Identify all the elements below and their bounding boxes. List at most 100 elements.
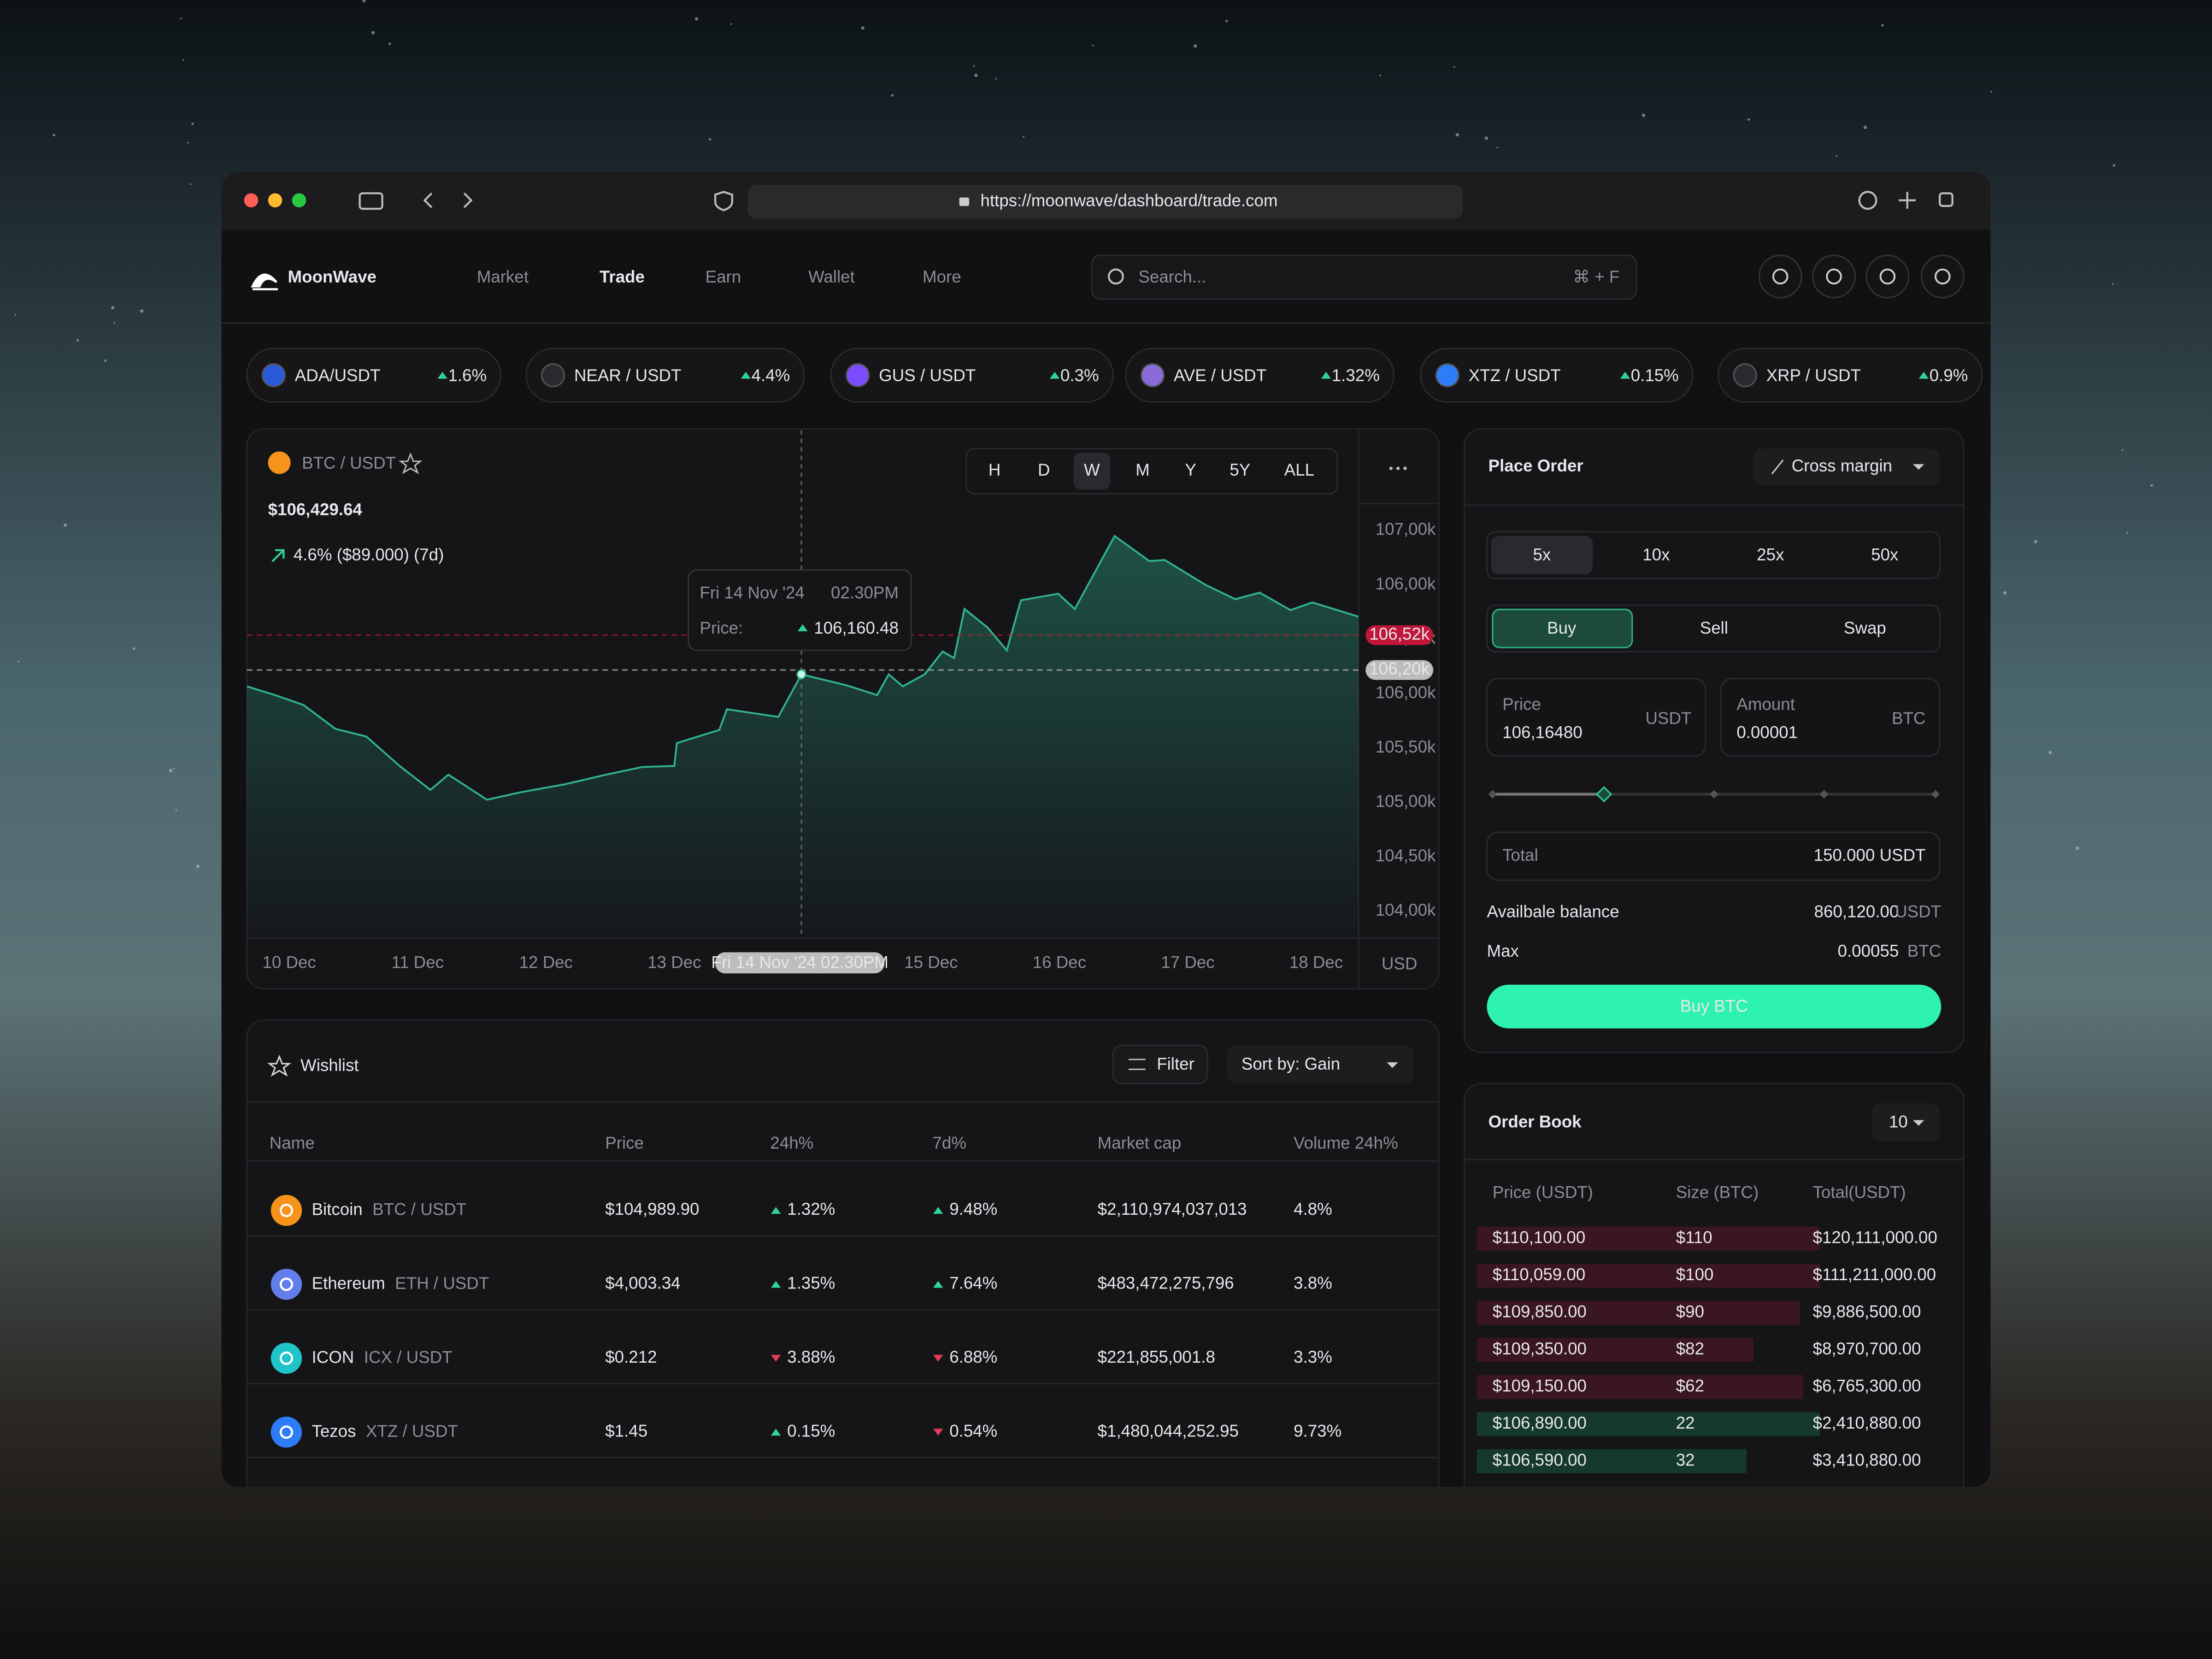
- range-button[interactable]: D: [1038, 460, 1050, 479]
- ticker-pair: GUS / USDT: [879, 366, 976, 385]
- menu-dot[interactable]: [1389, 466, 1393, 470]
- up-arrow: [1620, 371, 1630, 379]
- slider-thumb[interactable]: [1596, 786, 1612, 802]
- sort-dropdown[interactable]: [1227, 1045, 1414, 1084]
- pair: ETH / USDT: [395, 1274, 489, 1293]
- tabs-icon[interactable]: [1939, 192, 1953, 207]
- range-button[interactable]: H: [988, 460, 1001, 479]
- tooltip-price-label: Price:: [700, 618, 743, 637]
- leverage-button[interactable]: 25x: [1757, 545, 1784, 564]
- side-button[interactable]: Swap: [1844, 618, 1886, 637]
- y-axis-label: 106,00k: [1376, 574, 1436, 593]
- search-box[interactable]: [1091, 254, 1637, 300]
- up-arrow: [933, 1207, 943, 1214]
- ticker-pill[interactable]: [525, 347, 805, 403]
- slider-stop: [1710, 790, 1718, 799]
- nav-item[interactable]: Wallet: [808, 267, 855, 286]
- nav-item[interactable]: More: [923, 267, 961, 286]
- ticker-pair: XRP / USDT: [1766, 366, 1861, 385]
- column-header: Total(USDT): [1813, 1182, 1906, 1201]
- filter-button[interactable]: [1112, 1044, 1208, 1084]
- up-arrow: [771, 1281, 781, 1288]
- sidebar-toggle[interactable]: [359, 192, 383, 210]
- price: $104,989.90: [605, 1200, 699, 1218]
- close-button[interactable]: [244, 193, 259, 207]
- back-button[interactable]: [423, 192, 433, 208]
- book-total: $120,111,000.00: [1813, 1228, 1937, 1247]
- range-button[interactable]: M: [1135, 460, 1150, 479]
- icon-button[interactable]: [1920, 254, 1965, 299]
- depth-bar: [1477, 1412, 1820, 1436]
- star: [1484, 136, 1488, 140]
- range-button[interactable]: 5Y: [1230, 460, 1250, 479]
- new-tab-icon[interactable]: [1899, 192, 1916, 209]
- menu-dot[interactable]: [1403, 466, 1407, 470]
- leverage-button[interactable]: 50x: [1871, 545, 1898, 564]
- star: [111, 306, 115, 310]
- side-button[interactable]: Sell: [1700, 618, 1728, 637]
- margin-dropdown[interactable]: [1753, 448, 1940, 486]
- ticker-pill[interactable]: [246, 347, 502, 403]
- change: 0.54%: [949, 1421, 997, 1440]
- nav-item[interactable]: Market: [477, 267, 529, 286]
- y-axis-label: 105,50k: [1376, 737, 1436, 756]
- tooltip-price: 106,160.48: [814, 618, 899, 637]
- ticker-change: 0.15%: [1631, 366, 1679, 385]
- leverage-button[interactable]: 5x: [1533, 545, 1551, 564]
- ticker-pill[interactable]: [830, 347, 1114, 403]
- range-button[interactable]: Y: [1185, 460, 1196, 479]
- price-tag: [1365, 660, 1434, 680]
- icon-button[interactable]: [1758, 254, 1802, 299]
- side-button[interactable]: Buy: [1547, 618, 1577, 637]
- depth-bar: [1477, 1226, 1820, 1251]
- star: [1023, 136, 1024, 138]
- range-button[interactable]: ALL: [1284, 460, 1314, 479]
- column-header: Price (USDT): [1493, 1182, 1593, 1201]
- buy-button[interactable]: [1487, 984, 1941, 1029]
- coin-icon-glyph: [279, 1203, 293, 1218]
- buy-button-label: Buy BTC: [1680, 996, 1748, 1015]
- ticker-pill[interactable]: [1420, 347, 1694, 403]
- logo-icon: [251, 273, 278, 290]
- range-button[interactable]: W: [1084, 460, 1100, 479]
- download-icon[interactable]: [1858, 191, 1877, 210]
- column-header: Name: [270, 1133, 315, 1152]
- down-arrow: [933, 1429, 943, 1436]
- slider-stop: [1931, 790, 1940, 799]
- star: [18, 660, 20, 663]
- tooltip-time: 02.30PM: [831, 583, 899, 602]
- icon-button[interactable]: [1865, 254, 1910, 299]
- nav-item[interactable]: Trade: [600, 267, 645, 286]
- forward-button[interactable]: [463, 192, 473, 208]
- volume: 3.3%: [1294, 1347, 1332, 1366]
- star-icon[interactable]: [398, 452, 423, 475]
- pair: ICX / USDT: [364, 1347, 453, 1366]
- up-arrow: [771, 1207, 781, 1214]
- star: [371, 31, 375, 35]
- filter-icon: [1128, 1059, 1146, 1070]
- up-arrow: [1918, 371, 1929, 379]
- menu-dot[interactable]: [1396, 466, 1400, 470]
- shortcut: ⌘ + F: [1573, 267, 1619, 286]
- star: [2076, 847, 2079, 850]
- price-field[interactable]: [1486, 677, 1706, 757]
- minimize-button[interactable]: [268, 193, 282, 207]
- price-tag: [1365, 625, 1434, 645]
- up-arrow: [1321, 371, 1331, 379]
- up-arrow: [933, 1281, 943, 1288]
- coin-name: Tezos XTZ / USDT: [312, 1421, 458, 1440]
- star: [2121, 449, 2124, 451]
- amount-field[interactable]: [1720, 677, 1941, 757]
- nav-item[interactable]: Earn: [706, 267, 741, 286]
- book-size: $90: [1676, 1302, 1704, 1321]
- url-bar[interactable]: [747, 185, 1463, 219]
- leverage-button[interactable]: 10x: [1642, 545, 1670, 564]
- depth-dropdown[interactable]: [1872, 1103, 1940, 1141]
- maximize-button[interactable]: [292, 193, 306, 207]
- ticker-pill[interactable]: [1718, 347, 1983, 403]
- pair: BTC / USDT: [372, 1200, 466, 1218]
- star: [2003, 591, 2007, 595]
- ticker-pill[interactable]: [1125, 347, 1395, 403]
- icon-button[interactable]: [1812, 254, 1856, 299]
- tooltip: [688, 569, 912, 651]
